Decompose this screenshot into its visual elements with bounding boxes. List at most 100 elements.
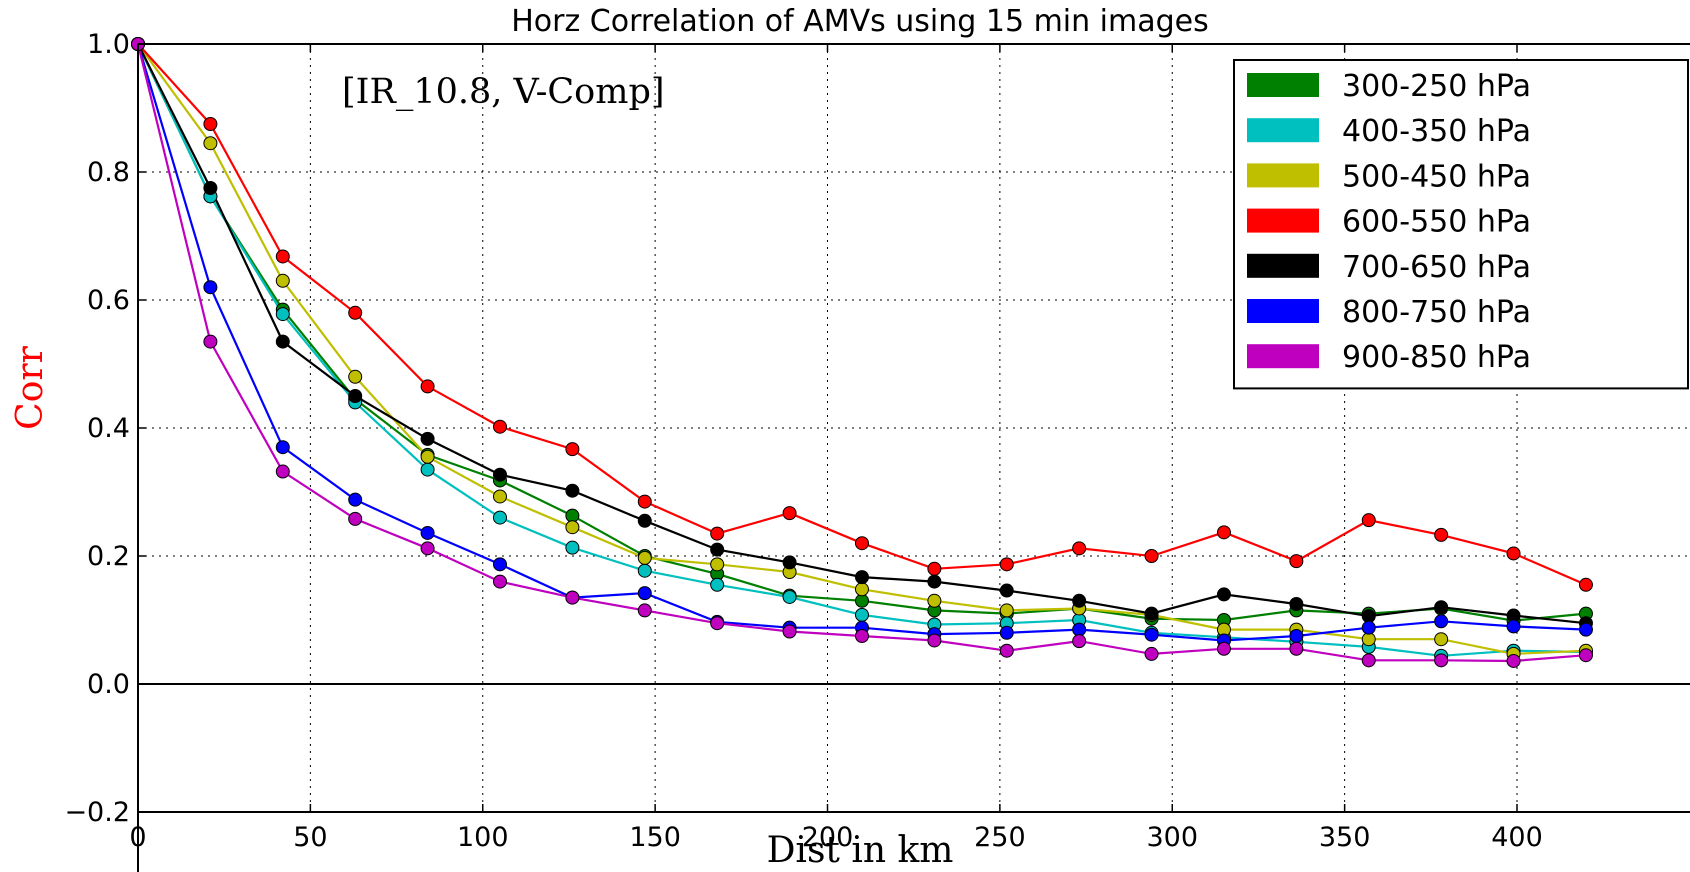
data-point-800-750-hpa — [637, 586, 652, 601]
data-point-600-550-hpa — [420, 379, 435, 394]
data-point-900-850-hpa — [999, 643, 1014, 658]
data-point-500-450-hpa — [492, 489, 507, 504]
data-point-600-550-hpa — [203, 117, 218, 131]
data-point-600-550-hpa — [782, 506, 797, 521]
data-point-900-850-hpa — [1506, 653, 1521, 668]
data-point-700-650-hpa — [710, 542, 725, 557]
y-axis-label: Corr — [10, 345, 51, 429]
data-point-800-750-hpa — [999, 625, 1014, 640]
data-point-500-450-hpa — [637, 550, 652, 565]
data-point-700-650-hpa — [492, 467, 507, 482]
data-point-400-350-hpa — [782, 589, 797, 604]
legend-swatch — [1247, 253, 1319, 278]
data-point-500-450-hpa — [854, 582, 869, 597]
data-point-600-550-hpa — [637, 494, 652, 509]
data-point-700-650-hpa — [348, 389, 363, 403]
data-point-600-550-hpa — [1289, 554, 1304, 569]
data-point-800-750-hpa — [1361, 620, 1376, 635]
data-point-500-450-hpa — [565, 520, 580, 535]
data-point-800-750-hpa — [275, 440, 290, 455]
x-tick-label: 400 — [1491, 822, 1543, 853]
data-point-900-850-hpa — [1434, 653, 1449, 668]
data-point-900-850-hpa — [1289, 641, 1304, 656]
x-tick-label: 0 — [129, 822, 146, 853]
data-point-600-550-hpa — [348, 305, 363, 320]
x-tick-label: 350 — [1319, 822, 1371, 853]
y-tick-label: 0.0 — [87, 669, 130, 700]
data-point-700-650-hpa — [637, 513, 652, 528]
data-point-600-550-hpa — [999, 557, 1014, 572]
data-point-800-750-hpa — [492, 557, 507, 572]
data-point-600-550-hpa — [1361, 513, 1376, 528]
data-point-800-750-hpa — [1144, 627, 1159, 642]
data-point-600-550-hpa — [1506, 546, 1521, 561]
legend-swatch — [1247, 208, 1319, 233]
data-point-700-650-hpa — [1072, 593, 1087, 608]
data-point-900-850-hpa — [492, 574, 507, 589]
data-point-800-750-hpa — [1506, 619, 1521, 634]
y-tick-label: 0.2 — [87, 541, 130, 572]
data-point-400-350-hpa — [710, 577, 725, 592]
data-point-400-350-hpa — [854, 607, 869, 622]
data-point-400-350-hpa — [275, 307, 290, 322]
data-point-600-550-hpa — [275, 249, 290, 264]
data-point-700-650-hpa — [1289, 597, 1304, 611]
data-point-600-550-hpa — [565, 442, 580, 457]
data-point-700-650-hpa — [275, 334, 290, 349]
data-point-800-750-hpa — [1289, 629, 1304, 643]
data-point-900-850-hpa — [348, 511, 363, 526]
legend-swatch — [1247, 73, 1319, 97]
legend-swatch — [1247, 118, 1319, 143]
x-tick-label: 150 — [629, 822, 681, 853]
data-point-900-850-hpa — [565, 590, 580, 605]
data-point-600-550-hpa — [1144, 549, 1159, 563]
data-point-500-450-hpa — [710, 557, 725, 572]
data-point-800-750-hpa — [348, 492, 363, 507]
legend-label: 400-350 hPa — [1342, 114, 1531, 149]
data-point-900-850-hpa — [1361, 653, 1376, 668]
x-axis-label: Dist in km — [767, 830, 954, 871]
data-point-900-850-hpa — [275, 464, 290, 479]
data-point-900-850-hpa — [1578, 648, 1593, 663]
data-point-700-650-hpa — [1434, 600, 1449, 615]
legend-label: 600-550 hPa — [1342, 205, 1531, 240]
data-point-500-450-hpa — [348, 369, 363, 384]
data-point-700-650-hpa — [927, 574, 942, 589]
legend-swatch — [1247, 299, 1319, 323]
legend-label: 800-750 hPa — [1342, 295, 1531, 330]
data-point-900-850-hpa — [420, 541, 435, 556]
x-tick-label: 100 — [457, 822, 509, 853]
data-point-700-650-hpa — [203, 181, 218, 195]
data-point-700-650-hpa — [999, 583, 1014, 598]
x-tick-label: 300 — [1146, 822, 1198, 853]
legend-label: 300-250 hPa — [1342, 69, 1531, 104]
data-point-500-450-hpa — [420, 449, 435, 464]
data-point-500-450-hpa — [203, 136, 218, 151]
data-point-900-850-hpa — [710, 616, 725, 631]
x-tick-label: 200 — [802, 822, 854, 853]
y-tick-label: −0.2 — [64, 797, 130, 828]
data-point-500-450-hpa — [275, 273, 290, 288]
data-point-700-650-hpa — [854, 570, 869, 585]
data-point-600-550-hpa — [1578, 577, 1593, 592]
data-point-700-650-hpa — [1216, 587, 1231, 602]
data-point-600-550-hpa — [492, 419, 507, 434]
data-point-500-450-hpa — [999, 603, 1014, 618]
data-point-700-650-hpa — [420, 431, 435, 446]
data-point-500-450-hpa — [927, 593, 942, 608]
y-tick-label: 1.0 — [87, 29, 130, 60]
data-point-900-850-hpa — [1216, 641, 1231, 656]
y-tick-label: 0.6 — [87, 285, 130, 316]
data-point-700-650-hpa — [782, 555, 797, 570]
data-point-500-450-hpa — [1434, 632, 1449, 647]
data-point-800-750-hpa — [420, 525, 435, 540]
data-point-800-750-hpa — [1434, 614, 1449, 629]
data-point-400-350-hpa — [420, 462, 435, 477]
legend-label: 700-650 hPa — [1342, 250, 1531, 285]
data-point-600-550-hpa — [1216, 525, 1231, 540]
chart-annotation: [IR_10.8, V-Comp] — [342, 72, 665, 112]
data-point-900-850-hpa — [1072, 634, 1087, 649]
data-point-900-850-hpa — [927, 633, 942, 648]
series-layer — [131, 37, 1593, 668]
